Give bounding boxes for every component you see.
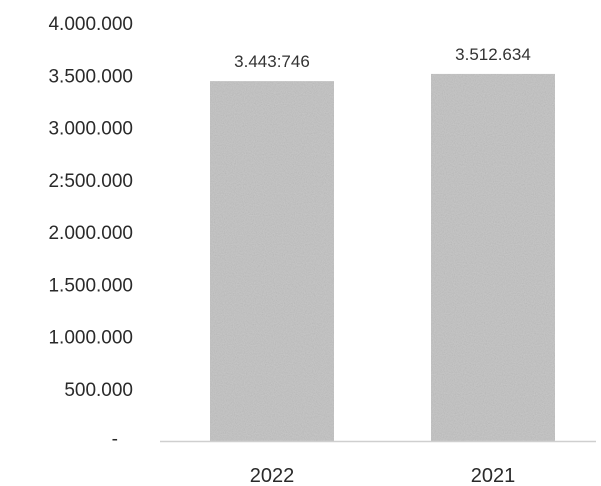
y-tick-label: 1.000.000 <box>48 328 133 349</box>
y-tick-label: 500.000 <box>64 380 133 401</box>
x-axis-ticks: 2022 2021 <box>250 465 516 486</box>
data-label: 3.512.634 <box>455 45 531 64</box>
bar-2022 <box>210 81 334 441</box>
bar-2021 <box>431 73 555 441</box>
y-tick-label: 3.000.000 <box>48 119 133 140</box>
y-axis-ticks: - 500.000 1.000.000 1.500.000 2.000.000 2:500… <box>48 14 133 450</box>
y-tick-label: 2.000.000 <box>48 223 133 244</box>
data-label: 3.443:746 <box>234 52 310 71</box>
x-tick-label: 2022 <box>250 465 295 486</box>
y-tick-label: 1.500.000 <box>48 275 133 296</box>
bars <box>210 73 555 441</box>
y-tick-label: 3.500.000 <box>48 66 133 87</box>
y-tick-label: 2:500.000 <box>48 171 133 192</box>
y-tick-label: - <box>112 429 118 450</box>
x-tick-label: 2021 <box>471 465 516 486</box>
data-labels: 3.443:746 3.512.634 <box>234 45 531 71</box>
y-tick-label: 4.000.000 <box>48 14 133 35</box>
